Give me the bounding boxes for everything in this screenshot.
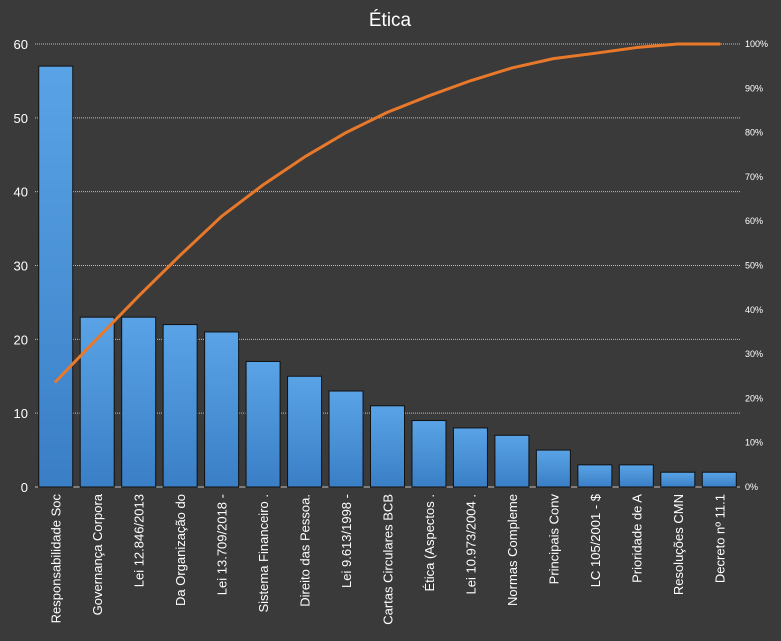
y2-tick-label: 40% <box>745 305 763 315</box>
y2-tick-label: 60% <box>745 216 763 226</box>
x-tick-label: Lei 10.973/2004 . <box>463 494 478 594</box>
bar <box>38 65 74 488</box>
y-tick-label: 10 <box>14 406 28 421</box>
bar <box>121 316 157 488</box>
bar <box>535 449 571 488</box>
cumulative-line-layer <box>54 42 721 384</box>
bar <box>162 324 198 488</box>
y2-tick-label: 100% <box>745 39 768 49</box>
y-tick-label: 50 <box>14 111 28 126</box>
y2-tick-label: 10% <box>745 438 763 448</box>
bar-layer <box>38 65 737 488</box>
x-tick-label: Lei 9.613/1998 - <box>339 494 354 588</box>
x-tick-label: Decreto nº 11.1 <box>712 494 727 583</box>
cumulative-line <box>54 42 721 384</box>
x-tick-label: LC 105/2001 - $ <box>588 493 603 587</box>
x-tick-label: Cartas Circulares BCB <box>381 494 396 625</box>
bar <box>411 420 447 488</box>
x-tick-label: Sistema Financeiro . <box>256 494 271 613</box>
x-axis-labels: Responsabilidade Soc Governança Corpora Le… <box>49 493 728 625</box>
bar <box>287 375 323 488</box>
bar <box>204 331 240 488</box>
x-tick-label: Ética (Aspectos . <box>422 494 437 592</box>
y2-tick-label: 70% <box>745 172 763 182</box>
y2-tick-label: 50% <box>745 261 763 271</box>
y2-tick-label: 80% <box>745 128 763 138</box>
bar <box>660 471 696 488</box>
bar <box>328 390 364 488</box>
y-tick-label: 0 <box>21 480 28 495</box>
bar <box>452 427 488 488</box>
x-tick-label: Da Organização do <box>173 494 188 606</box>
bar <box>369 405 406 488</box>
x-tick-label: Principais Conv <box>546 494 561 585</box>
x-tick-label: Lei 13.709/2018 - <box>215 494 230 595</box>
x-tick-label: Governança Corpora <box>90 493 105 615</box>
bar <box>79 316 115 488</box>
y-tick-label: 20 <box>14 332 28 347</box>
y-tick-label: 30 <box>14 259 28 274</box>
right-axis-ticks: 0% 10% 20% 30% 40% 50% 60% 70% 80% 90% 100% <box>745 39 768 492</box>
y-tick-label: 40 <box>14 185 28 200</box>
chart-title: Ética <box>369 10 412 31</box>
x-tick-label: Direito das Pessoa. <box>298 494 313 607</box>
y-tick-label: 60 <box>14 37 28 52</box>
y2-tick-label: 90% <box>745 83 763 93</box>
x-tick-label: Lei 12.846/2013 <box>132 494 147 587</box>
x-tick-label: Responsabilidade Soc <box>49 494 64 624</box>
x-tick-label: Normas Compleme <box>505 494 520 606</box>
bar <box>245 360 281 488</box>
bar <box>618 464 654 488</box>
y2-tick-label: 30% <box>745 349 763 359</box>
x-tick-label: Prioridade de A <box>629 494 644 583</box>
x-tick-label: Resoluções CMN <box>671 494 686 595</box>
bar <box>494 434 530 488</box>
left-axis-ticks: 0 10 20 30 40 50 60 <box>14 37 28 495</box>
y2-tick-label: 0% <box>745 482 758 492</box>
bar <box>701 471 737 488</box>
bar <box>577 464 613 488</box>
y2-tick-label: 20% <box>745 393 763 403</box>
